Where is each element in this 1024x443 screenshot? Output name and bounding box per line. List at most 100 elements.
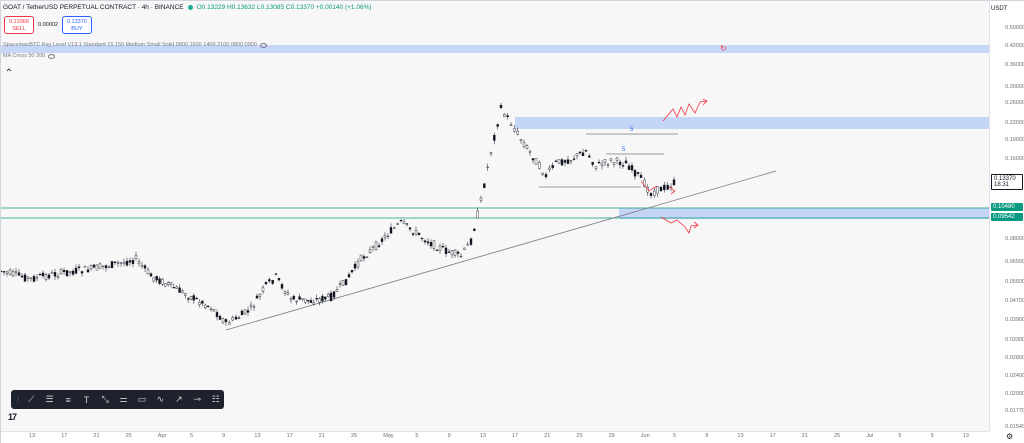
horizontal-line-tool-icon[interactable]: ⊸	[193, 394, 202, 404]
candle-body	[56, 276, 60, 278]
time-tick-label: 13	[962, 433, 969, 439]
candle-body	[65, 270, 69, 277]
candle-body	[271, 280, 274, 284]
candle-body	[261, 287, 265, 292]
candle-body	[365, 256, 369, 258]
candle-body	[534, 158, 538, 165]
candle-body	[2, 271, 6, 273]
position-tool-icon[interactable]: ☷	[211, 394, 220, 404]
candle-body	[143, 265, 147, 269]
candle-body	[659, 186, 663, 192]
measure-tool-icon[interactable]: ⚌	[119, 394, 128, 404]
bounce-mark-2[interactable]	[668, 186, 676, 195]
bounce-mark[interactable]	[640, 180, 658, 192]
candle-body	[53, 272, 57, 277]
eye-icon[interactable]	[259, 42, 267, 48]
candle-body	[201, 300, 204, 304]
time-tick-label: 29	[608, 433, 615, 439]
candle-body	[286, 292, 290, 295]
candle-body	[224, 319, 228, 323]
chart-pane[interactable]: ↻ 5 5 GOAT / TetherUSD PERPETUAL CONTRAC…	[1, 1, 989, 431]
candle-body	[380, 238, 384, 242]
candle-body	[414, 229, 418, 235]
candle-body	[399, 219, 403, 222]
candle-body	[164, 283, 167, 287]
candle-body	[98, 263, 102, 269]
candle-body	[666, 184, 669, 190]
candle-body	[447, 251, 451, 253]
candle-body	[152, 277, 156, 282]
price-tick-label: 0.03900	[1005, 317, 1024, 323]
candle-body	[134, 255, 138, 259]
candle-body	[374, 241, 378, 250]
arrow-tool-icon[interactable]: ↗	[175, 394, 183, 404]
price-chart[interactable]: ↻ 5 5	[1, 1, 989, 431]
indicator-keylevels[interactable]: SpacemanBTC Key Level V13.1 Standard 15 …	[3, 42, 267, 48]
bullish-projection-arrow[interactable]	[662, 100, 708, 122]
candle-body	[195, 297, 198, 300]
candle-body	[169, 282, 173, 285]
settings-gear-icon[interactable]: ⚙	[1006, 432, 1014, 441]
candle-body	[594, 166, 598, 169]
time-tick-label: 17	[286, 433, 293, 439]
symbol-legend: GOAT / TetherUSD PERPETUAL CONTRACT · 4h…	[3, 4, 372, 11]
candle-body	[581, 152, 585, 157]
candle-body	[50, 272, 54, 274]
candle-body	[423, 240, 427, 243]
candle-body	[396, 223, 399, 225]
text-tool-icon[interactable]: T	[83, 394, 90, 405]
grip-icon[interactable]: ⋮	[14, 396, 22, 404]
candle-body	[198, 302, 201, 305]
collapse-chevron-icon[interactable]	[6, 67, 12, 73]
candle-body	[489, 152, 493, 154]
candle-body	[359, 254, 363, 261]
tradingview-logo[interactable]: 17	[8, 412, 17, 422]
time-tick-label: Apr	[157, 433, 167, 439]
candle-body	[119, 262, 123, 264]
candle-body	[329, 292, 333, 302]
support-zone[interactable]	[619, 208, 989, 219]
sell-button[interactable]: 0.13368 SELL	[4, 16, 34, 34]
candle-body	[450, 250, 454, 256]
candle-body	[125, 260, 129, 266]
level-marker-icon: ↻	[720, 44, 727, 53]
uptrend-line[interactable]	[225, 170, 777, 331]
brush-tool-icon[interactable]: ∿	[156, 394, 165, 404]
time-scale[interactable]: 13 17 21 25 Apr 5 9 13 17 21 25 May 5 9 13 17 21 25 29 Jun 5…	[1, 431, 989, 443]
trendline-tool-icon[interactable]: ☰	[45, 394, 54, 404]
candle-body	[29, 277, 33, 279]
rectangle-tool-icon[interactable]: ▭	[137, 394, 147, 404]
bearish-projection-arrow[interactable]	[660, 216, 698, 234]
price-tick-label: 0.02800	[1005, 355, 1024, 361]
buy-button[interactable]: 0.13370 BUY	[61, 16, 92, 34]
candle-body	[338, 283, 342, 285]
fib-tool-icon[interactable]: ≡	[65, 394, 71, 405]
candle-body	[268, 279, 271, 282]
candle-body	[172, 287, 176, 289]
candle-body	[80, 271, 84, 274]
symbol-title[interactable]: GOAT / TetherUSD PERPETUAL CONTRACT · 4h…	[3, 4, 184, 11]
eye-icon[interactable]	[48, 53, 56, 59]
indicator-macross[interactable]: MA Cross 50 200	[3, 53, 56, 59]
time-tick-label: 25	[576, 433, 583, 439]
currency-label[interactable]: USDT	[991, 6, 1008, 12]
candle-body	[548, 167, 551, 171]
time-tick-label: 13	[29, 433, 36, 439]
candle-body	[597, 161, 601, 164]
candle-body	[246, 310, 250, 313]
candle-body	[466, 243, 469, 246]
time-tick-label: 17	[61, 433, 68, 439]
candle-body	[554, 160, 558, 162]
pattern-tool-icon[interactable]: ⤡	[101, 394, 109, 404]
cursor-tool-icon[interactable]: ⟋	[28, 394, 35, 404]
candle-body	[636, 172, 640, 174]
resistance-zone-top[interactable]	[1, 45, 989, 53]
drawing-toolbar: ⋮ ⟋ ☰ ≡ T ⤡ ⚌ ▭ ∿ ↗ ⊸ ☷	[11, 390, 224, 409]
candles[interactable]	[1, 102, 676, 326]
candle-body	[456, 251, 460, 254]
candle-body	[479, 197, 483, 201]
current-price: 0.13370	[994, 176, 1016, 182]
resistance-zone-mid[interactable]	[515, 117, 989, 129]
candle-body	[624, 160, 628, 164]
